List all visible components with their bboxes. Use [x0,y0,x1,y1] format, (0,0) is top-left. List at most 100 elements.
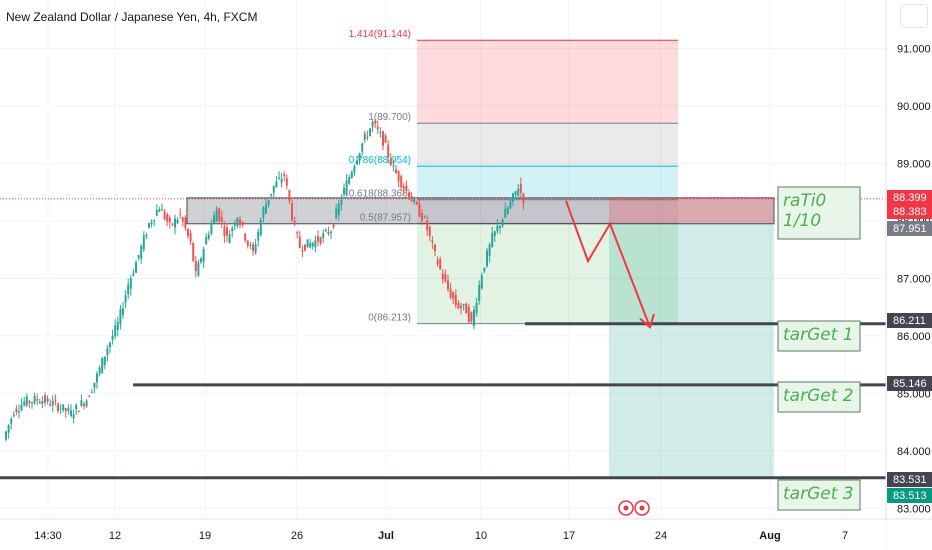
candle-body [192,242,195,261]
candle-body [158,209,161,212]
candle-body [101,357,104,374]
candle-body [509,201,512,209]
candle-body [176,219,179,224]
candle-body [114,325,117,337]
price-label-tag [887,204,932,219]
candle-body [88,396,91,398]
candle-body [358,153,361,161]
candle-body [314,240,317,248]
candle-body [460,305,462,309]
candle-body [265,204,267,214]
candle-body [514,191,517,195]
candle-body [434,244,436,251]
candle-body [465,303,468,314]
price-label-text: 88.399 [893,192,927,204]
price-tick-label: 83.000 [897,503,931,515]
candle-body [226,227,228,236]
candle-body [462,304,465,306]
position-target-zone [609,223,774,479]
candle-body [127,284,130,295]
price-tick-label: 85.000 [897,388,931,400]
candle-body [288,190,291,201]
candle-body [371,121,374,127]
candle-body [259,220,262,236]
candle-body [405,185,408,191]
candle-body [449,288,452,298]
candle-body [163,211,166,219]
time-tick-label: Aug [759,530,780,542]
annotation-label: tarGet 1 [783,325,854,345]
candle-body [202,249,205,262]
candle-body [233,224,236,226]
candle-body [228,234,231,244]
price-tick-label: 87.000 [897,273,931,285]
candle-body [327,232,330,234]
candle-body [90,391,93,393]
annotation-box [777,186,861,240]
candle-body [483,267,486,272]
candle-body [491,233,494,247]
candle-body [306,239,309,248]
candle-body [439,258,442,270]
candle-body [426,220,429,231]
candle-body [137,255,140,258]
price-label-text: 83.513 [893,490,927,502]
candle-body [356,160,358,165]
position-stop-zone [609,196,774,224]
candle-body [15,408,18,412]
candle-body [397,171,400,182]
candle-body [132,273,135,276]
candle-body [231,227,234,232]
candle-body [54,399,57,402]
candle-body [75,404,78,410]
candle-body [345,180,348,196]
candle-body [408,192,410,199]
annotation-label: tarGet 3 [783,484,854,504]
fib-level-label: 1.414(91.144) [349,29,411,40]
annotation-box [777,381,861,413]
candle-body [392,165,395,167]
candle-body [353,166,356,173]
candle-body [33,396,36,404]
candle-body [366,136,369,138]
chart-settings-button[interactable] [900,4,928,28]
candle-body [7,424,10,433]
candle-body [31,402,33,404]
candle-body [293,221,296,225]
candle-body [18,410,20,412]
candle-body [218,208,221,221]
time-tick-label: 12 [109,530,121,542]
candle-body [296,232,299,234]
price-label-tag [887,190,932,205]
annotation-box [777,320,861,352]
candle-body [124,295,127,303]
candle-body [278,177,280,179]
candle-body [413,199,416,203]
candle-body [504,208,507,218]
candle-body [423,216,426,218]
candle-body [283,173,286,176]
price-tick-label: 91.000 [897,43,931,55]
fib-zone-extension [417,40,678,124]
candle-body [93,382,96,388]
candle-body [480,275,483,289]
candle-body [421,213,423,221]
candle-body [285,178,288,186]
candle-body [272,185,275,193]
candle-body [488,244,491,256]
candle-body [119,309,122,324]
candle-body [304,244,306,251]
candle-body [246,240,249,246]
candle-body [436,260,439,265]
fib-level-label: 0.618(88.368) [349,189,411,200]
time-tick-label: 10 [475,530,487,542]
projection-arrow-path [565,200,651,328]
candle-body [379,132,382,134]
candle-body [270,194,273,196]
candle-body [215,209,218,222]
candle-body [103,356,106,365]
candle-body [153,220,156,222]
price-label-text: 87.951 [893,223,927,235]
